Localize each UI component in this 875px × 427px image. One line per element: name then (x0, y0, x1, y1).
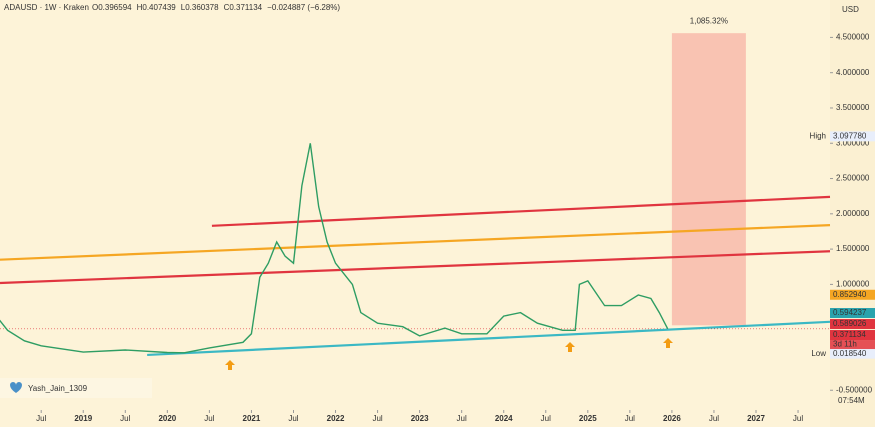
x-tick-label: Jul (625, 414, 635, 423)
price-label: 0.589026 (833, 319, 867, 328)
ohlc-value: H0.407439 (137, 3, 177, 12)
x-tick-label: Jul (709, 414, 719, 423)
x-tick-label: 2024 (495, 414, 513, 423)
x-tick-label: 2026 (663, 414, 681, 423)
x-tick-label: 2019 (74, 414, 92, 423)
x-tick-label: 2021 (243, 414, 261, 423)
projection-label: 1,085.32% (690, 16, 728, 25)
watermark: Yash_Jain_1309 (0, 378, 152, 398)
y-tick-label: 1.500000 (836, 244, 870, 253)
price-label-box (830, 308, 875, 319)
x-tick-label: Jul (372, 414, 382, 423)
low-label: Low (811, 349, 826, 358)
ohlc-value: C0.371134 (224, 3, 263, 12)
price-label: 0.594237 (833, 308, 867, 317)
y-tick-label: -0.500000 (836, 385, 873, 394)
price-label: 0.371134 (833, 330, 866, 339)
y-tick-label: 3.500000 (836, 103, 870, 112)
low-value: 0.018540 (833, 349, 867, 358)
x-tick-label: Jul (120, 414, 130, 423)
x-tick-label: Jul (36, 414, 46, 423)
y-tick-label: 3.000000 (836, 138, 870, 147)
watermark-box (0, 378, 152, 398)
price-line (0, 143, 669, 354)
trendline (0, 224, 831, 261)
price-label-box (830, 289, 875, 300)
arrows (225, 338, 673, 370)
y-tick-label: 4.000000 (836, 68, 870, 77)
trendline (0, 250, 831, 285)
currency: USD (842, 5, 859, 14)
price-label-box (830, 330, 875, 341)
trendline (147, 320, 831, 357)
ohlc-value: L0.360378 (181, 3, 219, 12)
heart-icon (10, 382, 22, 393)
low-box (830, 348, 875, 359)
trendline (211, 195, 831, 227)
symbol: ADAUSD · 1W · Kraken (4, 3, 89, 12)
y-tick-label: 1.000000 (836, 279, 870, 288)
x-tick-label: 2027 (747, 414, 765, 423)
x-tick-label: Jul (541, 414, 551, 423)
corner-note: 07:54M (838, 396, 865, 405)
arrow (663, 338, 673, 348)
countdown: 3d 11h (833, 340, 857, 349)
arrow (565, 342, 575, 352)
watermark-text: Yash_Jain_1309 (28, 384, 88, 393)
high-value: 3.097780 (833, 131, 867, 140)
high-box (830, 131, 875, 142)
x-tick-label: 2022 (327, 414, 345, 423)
countdown-box (830, 340, 875, 350)
projection-box (671, 33, 746, 326)
y-tick-label: 2.000000 (836, 209, 870, 218)
ohlc-value: O0.396594 (92, 3, 132, 12)
x-tick-label: 2025 (579, 414, 597, 423)
ohlc-value: −0.024887 (−6.28%) (267, 3, 340, 12)
price-label-box (830, 319, 875, 330)
arrow (225, 360, 235, 370)
x-tick-label: Jul (793, 414, 803, 423)
x-tick-label: Jul (457, 414, 467, 423)
y-tick-label: 4.500000 (836, 33, 870, 42)
y-tick-label: 2.500000 (836, 174, 870, 183)
x-tick-label: Jul (204, 414, 214, 423)
x-tick-label: 2023 (411, 414, 429, 423)
price-label: 0.852940 (833, 290, 867, 299)
x-tick-label: 2020 (158, 414, 176, 423)
x-tick-label: Jul (288, 414, 298, 423)
high-label: High (810, 131, 826, 140)
